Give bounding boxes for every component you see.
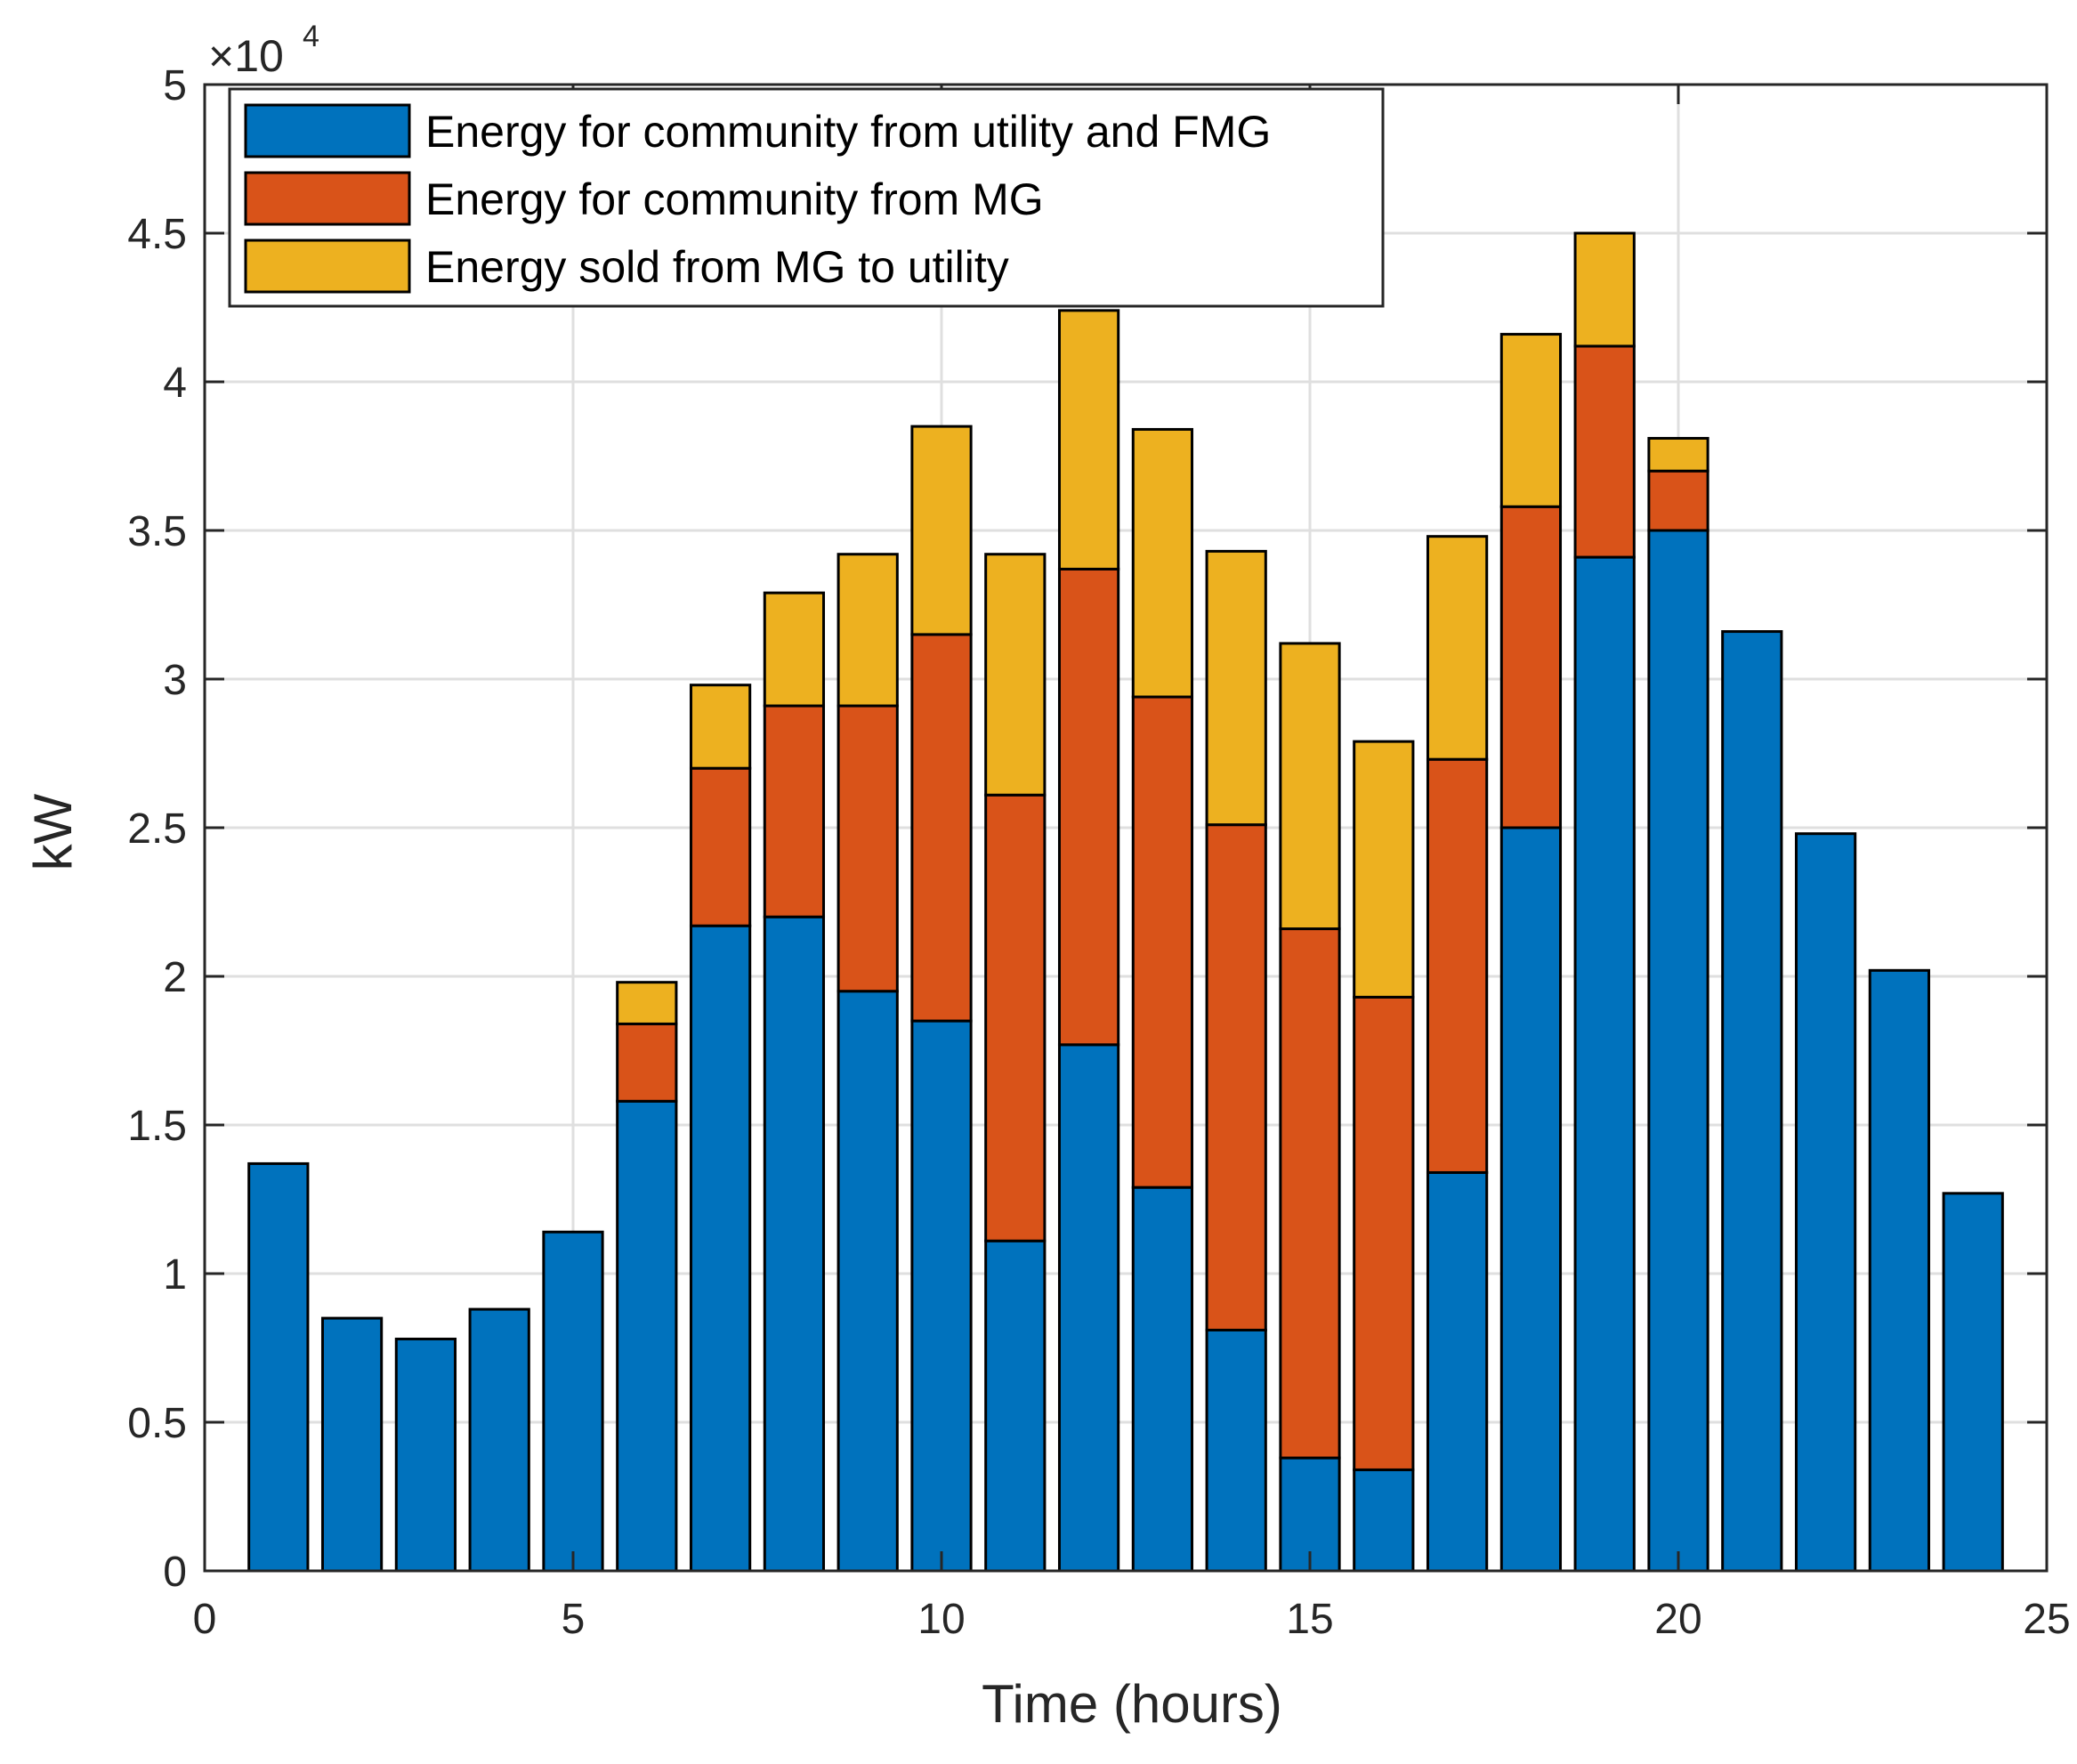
- y-exponent-base: ×10: [208, 31, 284, 81]
- x-tick-label: 10: [917, 1596, 965, 1643]
- bar-utility-fmg: [1868, 968, 1931, 1573]
- bars: [247, 231, 2004, 1573]
- bar-mg: [1131, 695, 1194, 1189]
- bar-sold-to-utility: [984, 553, 1047, 797]
- y-tick-label: 0: [163, 1549, 187, 1596]
- bar-utility-fmg: [542, 1230, 604, 1573]
- bar-mg: [763, 704, 826, 918]
- bar-sold-to-utility: [836, 553, 899, 708]
- x-tick-label: 0: [193, 1596, 217, 1643]
- bar-utility-fmg: [763, 915, 826, 1573]
- bar-mg: [616, 1022, 678, 1103]
- y-tick-label: 1.5: [127, 1103, 187, 1150]
- bar-sold-to-utility: [1647, 436, 1709, 473]
- bar-utility-fmg: [1131, 1185, 1194, 1573]
- y-tick-label: 2: [163, 954, 187, 1001]
- bar-mg: [984, 793, 1047, 1242]
- x-axis-title: Time (hours): [982, 1674, 1282, 1734]
- bar-mg: [689, 766, 752, 927]
- bar-utility-fmg: [468, 1307, 530, 1573]
- bar-sold-to-utility: [689, 684, 752, 770]
- bar-utility-fmg: [1794, 832, 1857, 1573]
- bar-mg: [1205, 823, 1267, 1331]
- bar-mg: [910, 633, 973, 1023]
- y-tick-label: 1: [163, 1251, 187, 1299]
- y-tick-label: 0.5: [127, 1400, 187, 1447]
- bar-utility-fmg: [689, 924, 752, 1573]
- legend-swatch-mg: [244, 171, 411, 226]
- legend-label-sold: Energy sold from MG to utility: [425, 242, 1009, 292]
- y-tick-label: 2.5: [127, 805, 187, 853]
- x-tick-labels: 0 5 10 15 20 25: [193, 1596, 2071, 1643]
- bar-utility-fmg: [1721, 630, 1783, 1573]
- bar-utility-fmg: [616, 1099, 678, 1573]
- y-exponent: ×10 4: [208, 20, 319, 81]
- bar-utility-fmg: [394, 1337, 457, 1573]
- bar-mg: [1279, 927, 1341, 1460]
- y-tick-label: 3.5: [127, 508, 187, 555]
- legend-label-utility-fmg: Energy for community from utility and FM…: [425, 107, 1271, 157]
- bar-sold-to-utility: [1499, 333, 1563, 508]
- bar-utility-fmg: [1057, 1043, 1120, 1573]
- bar-sold-to-utility: [763, 591, 826, 708]
- bar-utility-fmg: [1942, 1192, 2004, 1573]
- bar-utility-fmg: [910, 1019, 973, 1573]
- legend-swatch-utility-fmg: [244, 103, 411, 158]
- bar-utility-fmg: [836, 990, 899, 1573]
- bar-sold-to-utility: [616, 981, 678, 1025]
- x-tick-label: 5: [562, 1596, 586, 1643]
- bar-utility-fmg: [320, 1316, 384, 1573]
- x-tick-label: 20: [1654, 1596, 1701, 1643]
- y-tick-labels: 0 0.5 1 1.5 2 2.5 3 3.5 4 4.5 5: [127, 62, 187, 1596]
- bar-utility-fmg: [247, 1161, 310, 1573]
- bar-mg: [836, 704, 899, 993]
- bar-sold-to-utility: [1057, 309, 1120, 570]
- bar-mg: [1057, 567, 1120, 1047]
- bar-sold-to-utility: [1279, 642, 1341, 931]
- bar-utility-fmg: [1647, 529, 1709, 1573]
- y-tick-label: 4.5: [127, 211, 187, 258]
- y-exponent-power: 4: [303, 20, 319, 53]
- bar-sold-to-utility: [1573, 231, 1636, 348]
- bar-utility-fmg: [984, 1239, 1047, 1573]
- bar-mg: [1353, 995, 1415, 1471]
- bar-utility-fmg: [1426, 1170, 1489, 1573]
- x-tick-label: 15: [1286, 1596, 1333, 1643]
- bar-mg: [1499, 505, 1563, 829]
- y-tick-label: 5: [163, 62, 187, 109]
- bar-sold-to-utility: [1131, 427, 1194, 699]
- bar-mg: [1573, 344, 1636, 559]
- bar-mg: [1426, 757, 1489, 1174]
- bar-mg: [1647, 469, 1709, 532]
- bar-utility-fmg: [1353, 1468, 1415, 1573]
- bar-sold-to-utility: [1426, 535, 1489, 761]
- bar-sold-to-utility: [1353, 740, 1415, 999]
- y-axis-title: kW: [23, 793, 83, 870]
- bar-utility-fmg: [1205, 1328, 1267, 1573]
- bar-sold-to-utility: [1205, 549, 1267, 827]
- bar-sold-to-utility: [910, 425, 973, 636]
- bar-utility-fmg: [1499, 826, 1563, 1573]
- x-tick-label: 25: [2023, 1596, 2070, 1643]
- y-tick-label: 4: [163, 360, 187, 407]
- legend-box: [228, 87, 1385, 308]
- bar-utility-fmg: [1573, 555, 1636, 1573]
- y-tick-label: 3: [163, 657, 187, 704]
- legend-label-mg: Energy for community from MG: [425, 174, 1044, 224]
- legend: Energy for community from utility and FM…: [228, 87, 1385, 308]
- legend-swatch-sold: [244, 239, 411, 294]
